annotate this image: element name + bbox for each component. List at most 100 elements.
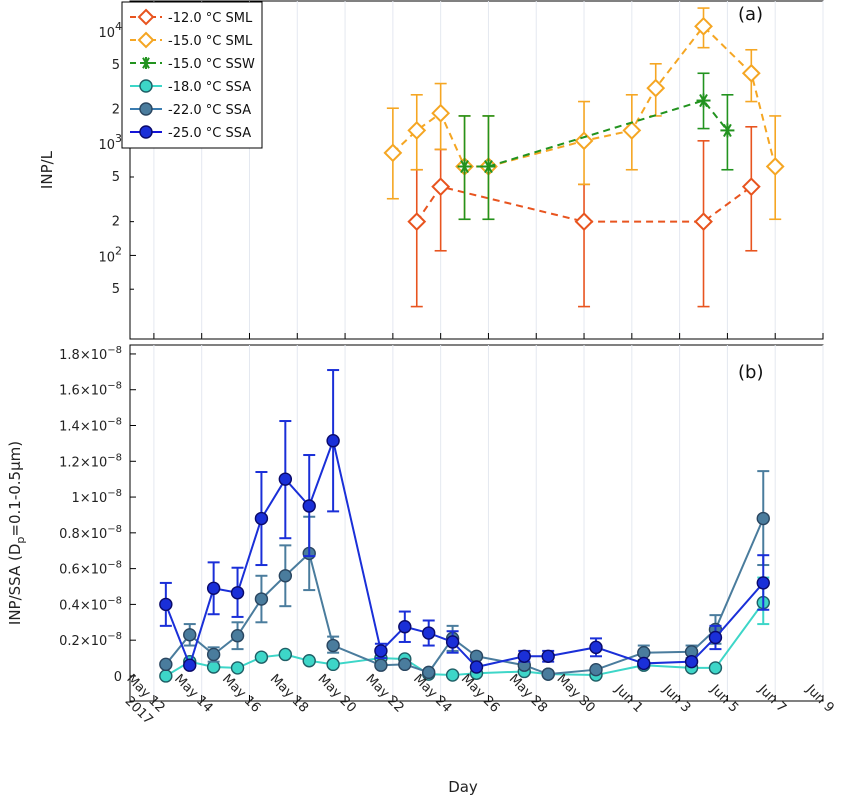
data-point [383, 143, 403, 163]
legend-label: -22.0 °C SSA [168, 103, 251, 118]
data-point [431, 103, 451, 123]
legend-marker [137, 8, 155, 26]
data-point [254, 650, 269, 664]
data-point [694, 212, 713, 232]
legend-item: -18.0 °C SSA [130, 79, 251, 95]
data-point [230, 586, 245, 600]
data-point [589, 662, 603, 677]
data-point [481, 159, 496, 174]
data-point [407, 212, 427, 232]
legend-item: -15.0 °C SSW [130, 57, 255, 72]
y-minor-tick-label: 5 [112, 282, 120, 297]
data-point [159, 669, 173, 683]
data-point [254, 592, 269, 606]
data-point [517, 649, 531, 663]
y-tick-label: 1.6×10−8 [59, 381, 122, 399]
data-point [206, 660, 221, 674]
legend-label: -25.0 °C SSA [168, 126, 251, 141]
data-point [206, 581, 221, 595]
legend-marker [139, 79, 153, 93]
data-point [302, 499, 316, 513]
series-line [415, 185, 752, 223]
data-point [741, 63, 761, 83]
panel-a: 102 103 104 5 2 5 2 5 INP/L (a) -12.0 °C SML -15.0 … [38, 0, 824, 340]
data-point [541, 667, 555, 681]
legend-marker [139, 102, 153, 116]
panel-b: 0 0.2×10−8 0.4×10−8 0.6×10−8 0.8×10−8 1×10−8 1… [6, 344, 824, 702]
data-point [694, 16, 713, 36]
y-minor-tick-label: 5 [112, 58, 120, 73]
data-point [541, 649, 555, 663]
data-point [374, 658, 388, 672]
series-line [164, 437, 765, 669]
data-point [326, 657, 340, 672]
data-point [398, 657, 412, 672]
data-point [457, 159, 472, 174]
data-point [574, 212, 594, 232]
y-minor-tick-label: 2 [112, 215, 120, 230]
data-point [183, 628, 197, 642]
series-a [457, 72, 735, 221]
data-point [278, 569, 293, 583]
data-point [278, 647, 293, 662]
legend-item: -22.0 °C SSA [130, 102, 251, 118]
data-point [469, 660, 484, 674]
y-axis-label-a: INP/L [38, 150, 56, 189]
y-tick-label: 1.4×10−8 [59, 417, 122, 435]
data-point [159, 657, 173, 672]
panel-label-b: (b) [738, 362, 763, 383]
data-point [302, 654, 316, 668]
legend-item: -15.0 °C SML [130, 31, 253, 49]
data-point [278, 472, 293, 486]
legend-label: -15.0 °C SML [168, 34, 253, 49]
legend: -12.0 °C SML -15.0 °C SML -15.0 °C SSW -18.… [121, 1, 263, 149]
legend-marker [139, 125, 153, 139]
data-point [422, 665, 436, 680]
data-point [720, 123, 735, 138]
data-point [431, 177, 451, 197]
legend-marker [137, 31, 155, 49]
data-point [708, 661, 723, 675]
series-b [159, 369, 770, 674]
data-point [398, 620, 412, 634]
data-point [756, 576, 770, 590]
x-axis-label: Day [448, 778, 478, 796]
y-tick-label: 103 [98, 132, 122, 153]
series-line [165, 518, 765, 676]
y-axis-label-b: INP/SSA (Dp=0.1-0.5μm) [6, 441, 27, 625]
data-point [445, 668, 460, 682]
y-tick-label: 1×10−8 [72, 488, 122, 506]
data-point [326, 638, 340, 653]
data-point [159, 597, 173, 612]
legend-label: -12.0 °C SML [168, 11, 253, 26]
data-point [407, 121, 427, 140]
data-point [622, 121, 642, 140]
data-point [589, 640, 603, 655]
y-tick-label: 1.8×10−8 [59, 345, 122, 363]
y-tick-label: 102 [98, 244, 122, 265]
data-point [206, 647, 221, 662]
legend-label: -15.0 °C SSW [168, 57, 255, 72]
data-point [230, 629, 245, 643]
data-point [696, 93, 711, 108]
y-tick-label: 0.4×10−8 [59, 595, 122, 613]
data-point [646, 78, 666, 98]
data-point [422, 626, 436, 640]
data-point [637, 656, 651, 671]
data-point [445, 635, 460, 649]
y-tick-label: 104 [98, 20, 122, 41]
legend-marker [140, 57, 152, 69]
data-point [765, 157, 785, 176]
series-line [464, 99, 729, 168]
y-tick-label: 0.2×10−8 [59, 631, 122, 649]
y-tick-label: 0.8×10−8 [59, 524, 122, 542]
y-tick-label: 1.2×10−8 [59, 452, 122, 470]
data-point [254, 511, 269, 526]
plot-frame [129, 344, 824, 702]
legend-box [121, 1, 263, 149]
data-point [326, 434, 340, 448]
legend-label: -18.0 °C SSA [168, 80, 251, 95]
data-point [684, 654, 699, 669]
data-point [183, 658, 197, 672]
